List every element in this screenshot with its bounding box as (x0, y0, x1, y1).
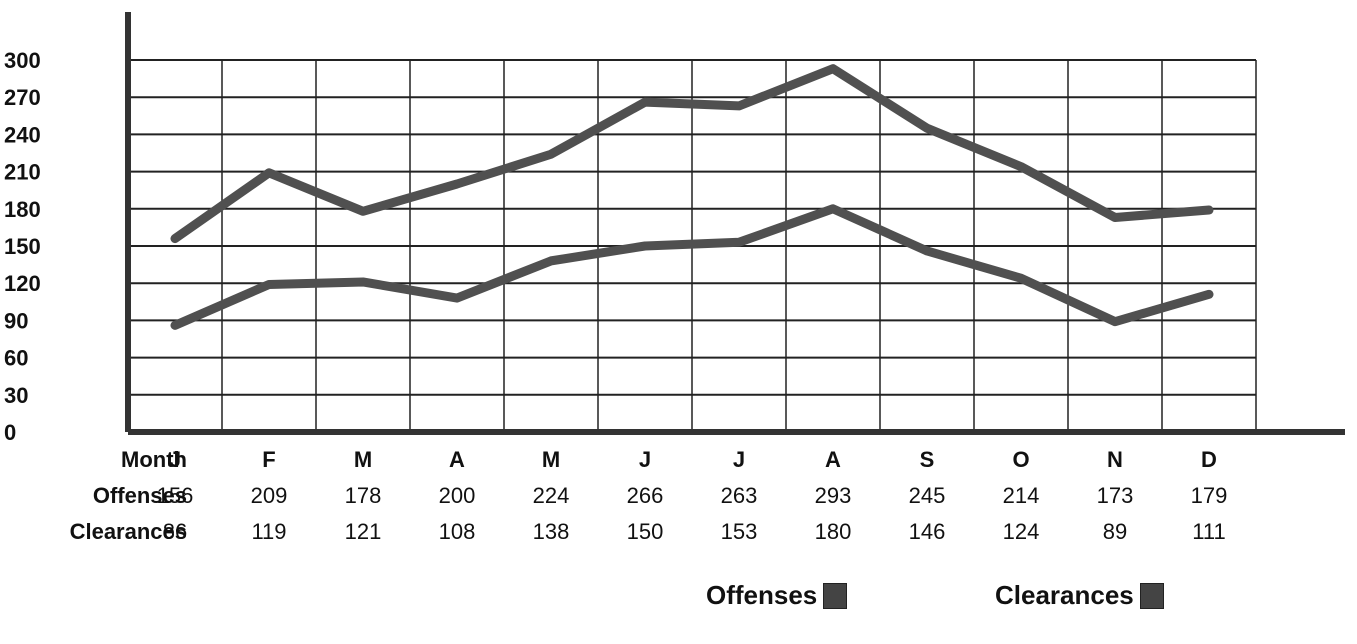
month-label: A (449, 447, 465, 472)
clearances-value: 180 (815, 519, 852, 544)
data-point-offenses (735, 101, 743, 110)
clearances-value: 119 (251, 519, 286, 544)
axes (125, 12, 1345, 435)
y-tick-label: 240 (4, 122, 41, 147)
month-label: N (1107, 447, 1123, 472)
offenses-value: 224 (533, 483, 570, 508)
y-tick-label: 30 (4, 383, 28, 408)
clearances-value: 138 (533, 519, 570, 544)
data-point-offenses (1205, 206, 1213, 215)
month-label: D (1201, 447, 1217, 472)
month-label: J (169, 447, 181, 472)
data-point-offenses (359, 207, 367, 216)
offenses-value: 214 (1003, 483, 1040, 508)
data-point-clearances (923, 246, 931, 255)
offenses-value: 293 (815, 483, 852, 508)
table-row-label: Month (121, 447, 187, 472)
legend-offenses-label: Offenses (706, 580, 818, 610)
offenses-value: 178 (345, 483, 382, 508)
clearances-value: 153 (721, 519, 758, 544)
y-tick-label: 0 (4, 420, 16, 445)
month-label: M (354, 447, 372, 472)
clearances-value: 150 (627, 519, 664, 544)
month-label: M (542, 447, 560, 472)
y-tick-label: 300 (4, 48, 41, 73)
legend-offenses-swatch (823, 582, 848, 609)
data-point-offenses (641, 98, 649, 107)
y-tick-label: 60 (4, 346, 28, 371)
y-tick-label: 120 (4, 271, 41, 296)
month-label: F (262, 447, 275, 472)
clearances-value: 111 (1192, 519, 1225, 544)
clearances-value: 89 (1103, 519, 1127, 544)
series-line-clearances (170, 204, 1214, 330)
table-row-label: Offenses (93, 483, 187, 508)
offenses-value: 156 (157, 483, 194, 508)
y-tick-label: 90 (4, 308, 28, 333)
y-tick-label: 180 (4, 197, 41, 222)
y-tick-label: 270 (4, 85, 41, 110)
table-row-label: Clearances (70, 519, 187, 544)
offenses-value: 245 (909, 483, 946, 508)
data-point-offenses (547, 150, 555, 159)
data-point-offenses (829, 64, 837, 73)
series-lines (170, 64, 1214, 330)
offenses-value: 266 (627, 483, 664, 508)
data-point-clearances (359, 277, 367, 286)
data-point-clearances (735, 238, 743, 247)
clearances-value: 121 (345, 519, 382, 544)
data-point-clearances (1111, 317, 1119, 326)
data-point-clearances (1017, 274, 1025, 283)
offenses-value: 263 (721, 483, 758, 508)
data-point-clearances (265, 280, 273, 289)
month-label: J (733, 447, 745, 472)
offenses-value: 209 (251, 483, 288, 508)
data-point-offenses (453, 180, 461, 188)
clearances-value: 108 (439, 519, 476, 544)
y-tick-label: 150 (4, 234, 41, 259)
data-point-offenses (265, 168, 273, 177)
month-label: O (1012, 447, 1029, 472)
month-label: S (920, 447, 935, 472)
legend-offenses: Offenses (706, 580, 848, 611)
data-point-clearances (171, 321, 179, 330)
offenses-value: 173 (1097, 483, 1134, 508)
data-point-offenses (1111, 213, 1119, 222)
data-table: Month Offenses Clearances J 156 86 F 209 119 M 178… (70, 447, 1228, 544)
data-point-offenses (1017, 162, 1025, 171)
month-label: A (825, 447, 841, 472)
clearances-value: 86 (163, 519, 187, 544)
data-point-clearances (641, 242, 649, 250)
data-point-clearances (547, 256, 555, 265)
y-axis-ticks: 0 30 60 90 120 150 180 210 240 270 300 (4, 48, 41, 445)
data-point-clearances (453, 294, 461, 303)
series-line-offenses (170, 64, 1214, 244)
data-point-clearances (1205, 290, 1213, 299)
legend-clearances-swatch (1139, 582, 1164, 609)
legend-clearances-label: Clearances (995, 580, 1134, 610)
data-point-offenses (171, 234, 179, 243)
clearances-value: 124 (1003, 519, 1040, 544)
data-point-clearances (829, 204, 837, 213)
data-point-offenses (923, 124, 931, 133)
clearances-value: 146 (909, 519, 946, 544)
legend-clearances: Clearances (995, 580, 1164, 611)
y-tick-label: 210 (4, 160, 41, 185)
offenses-value: 200 (439, 483, 476, 508)
month-label: J (639, 447, 651, 472)
offenses-value: 179 (1191, 483, 1228, 508)
